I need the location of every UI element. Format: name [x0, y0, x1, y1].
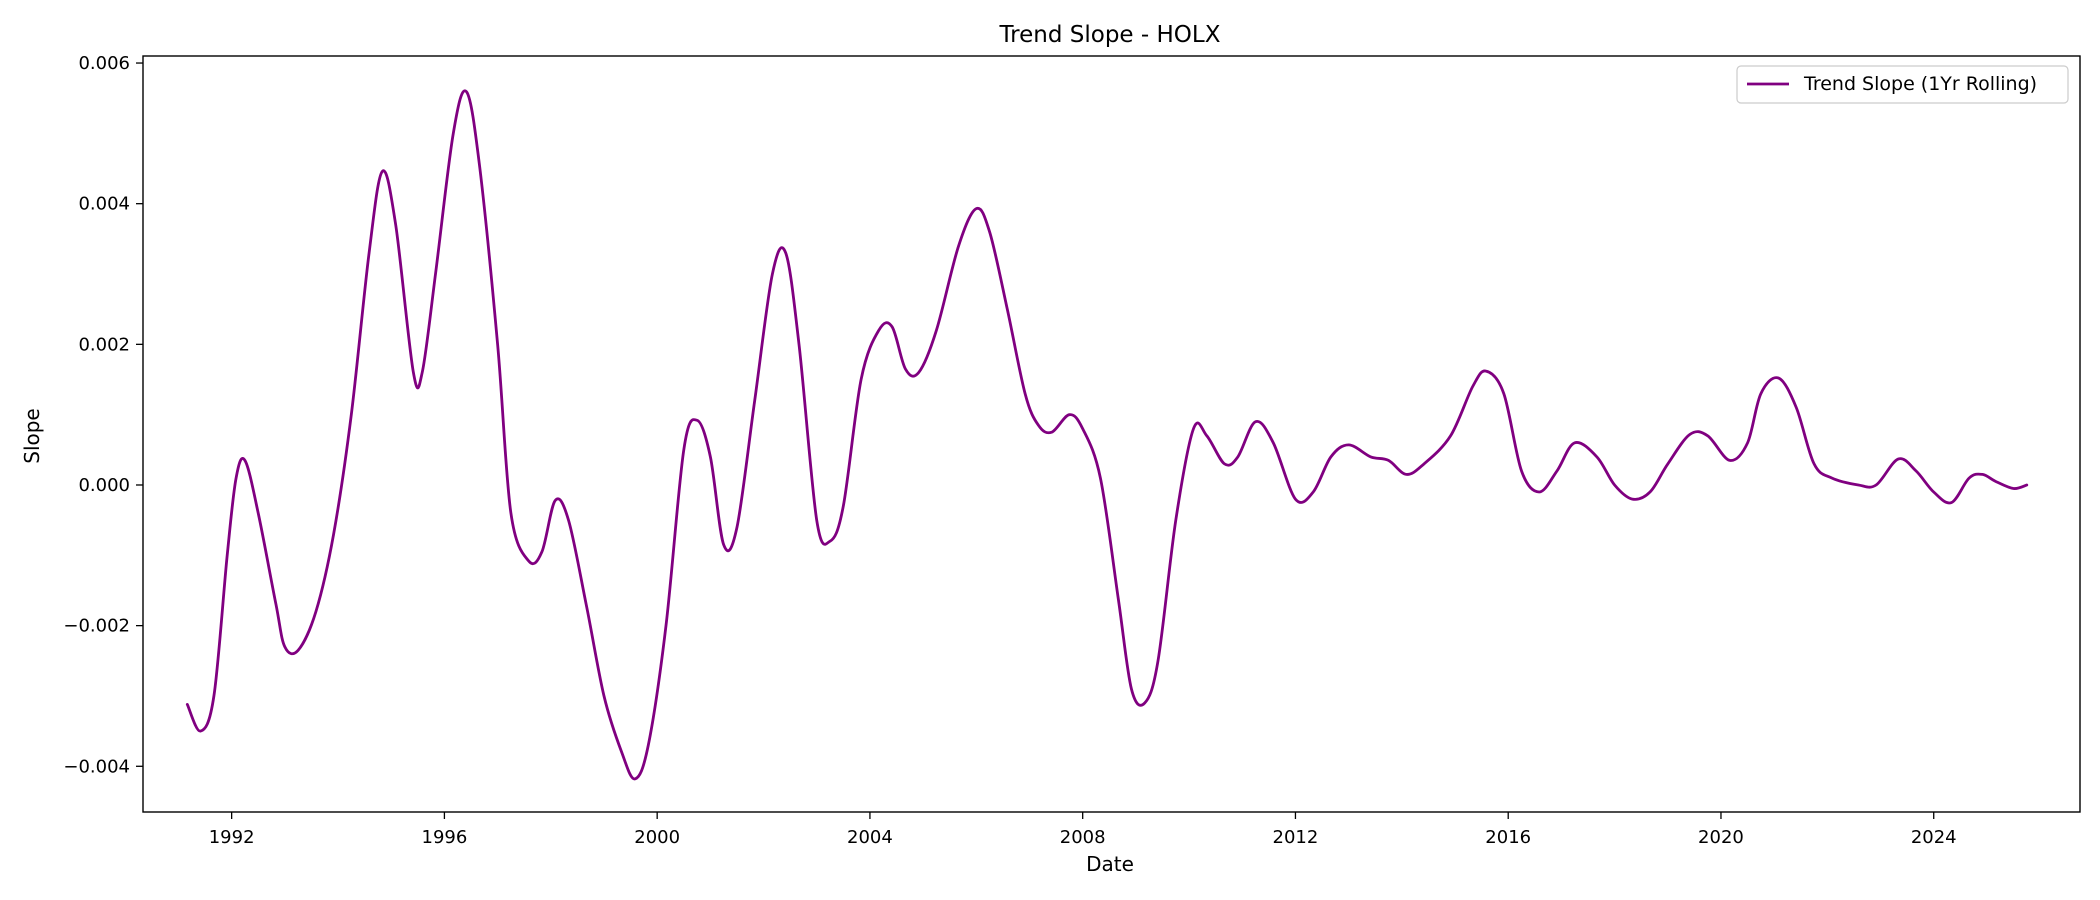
- x-tick-label: 2016: [1485, 827, 1531, 848]
- plot-frame: [142, 55, 2081, 813]
- y-tick-label: 0.002: [78, 334, 130, 355]
- x-tick-label: 2000: [634, 827, 680, 848]
- y-axis: −0.004 −0.002 0.000 0.002 0.004 0.006: [63, 53, 143, 777]
- y-tick-label: 0.000: [78, 475, 130, 496]
- x-tick-label: 2008: [1060, 827, 1106, 848]
- x-axis: 1992 1996 2000 2004 2008 2012 2016 2020 2024: [209, 812, 1957, 848]
- x-axis-label: Date: [1086, 852, 1134, 876]
- x-tick-label: 1992: [209, 827, 255, 848]
- x-tick-label: 2012: [1273, 827, 1319, 848]
- x-tick-label: 2024: [1911, 827, 1957, 848]
- plot-area: [142, 55, 2081, 813]
- series-line-trend-slope: [185, 89, 2029, 781]
- legend-label-trend-slope: Trend Slope (1Yr Rolling): [1803, 73, 2037, 95]
- x-tick-label: 2004: [847, 827, 893, 848]
- y-tick-label: 0.004: [78, 194, 130, 215]
- x-tick-label: 2020: [1698, 827, 1744, 848]
- legend-box: [1736, 65, 2069, 104]
- legend: Trend Slope (1Yr Rolling): [1736, 65, 2069, 104]
- chart-title: Trend Slope - HOLX: [999, 22, 1221, 48]
- y-tick-label: −0.004: [63, 756, 130, 777]
- x-tick-label: 1996: [422, 827, 468, 848]
- y-tick-label: 0.006: [78, 53, 130, 74]
- y-tick-label: −0.002: [63, 616, 130, 637]
- y-axis-label: Slope: [20, 408, 44, 464]
